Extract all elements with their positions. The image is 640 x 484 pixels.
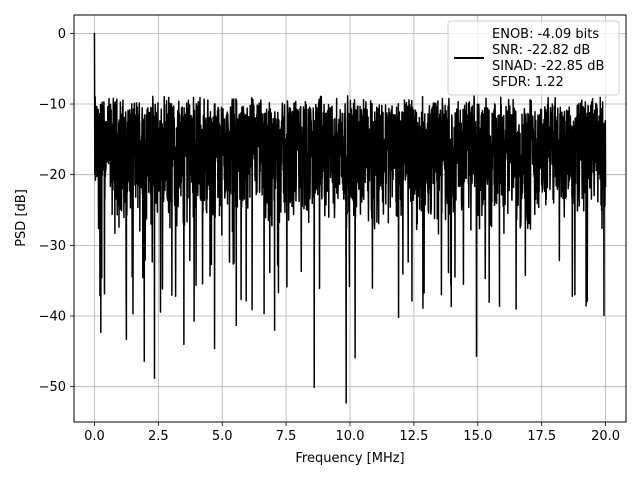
x-tick-label: 0.0: [84, 429, 105, 444]
psd-extreme-point: [100, 331, 102, 333]
psd-extreme-point: [143, 360, 145, 362]
psd-extreme-point: [498, 305, 501, 307]
psd-extreme-point: [274, 329, 276, 331]
x-tick-label: 17.5: [527, 429, 556, 444]
x-tick-label: 15.0: [463, 429, 492, 444]
y-tick-label: −20: [39, 168, 66, 183]
x-tick-label: 7.5: [276, 429, 297, 444]
legend-line-snr: SNR: -22.82 dB: [492, 43, 590, 58]
psd-extreme-point: [183, 343, 185, 345]
y-axis-ticks: 0 −10 −20 −30 −40 −50: [39, 27, 74, 395]
legend-line-sinad: SINAD: -22.85 dB: [492, 59, 604, 74]
psd-extreme-point: [235, 324, 237, 326]
psd-extreme-point: [345, 402, 347, 404]
x-axis-label: Frequency [MHz]: [295, 451, 404, 466]
x-tick-label: 5.0: [212, 429, 233, 444]
y-axis-label: PSD [dB]: [14, 189, 29, 247]
legend-line-sfdr: SFDR: 1.22: [492, 75, 564, 90]
psd-extreme-point: [313, 386, 315, 388]
psd-extreme-point: [397, 316, 400, 319]
legend: ENOB: -4.09 bits SNR: -22.82 dB SINAD: -…: [447, 20, 620, 96]
y-tick-label: −50: [39, 380, 66, 395]
psd-extreme-point: [515, 308, 517, 310]
legend-box: [447, 20, 620, 96]
psd-extreme-point: [153, 377, 156, 379]
x-tick-label: 20.0: [591, 429, 620, 444]
y-tick-label: −30: [39, 239, 66, 254]
psd-extreme-point: [354, 357, 356, 359]
y-tick-label: −40: [39, 310, 66, 325]
psd-extreme-point: [475, 355, 478, 357]
psd-extreme-point: [213, 347, 216, 350]
psd-extreme-point: [93, 32, 96, 34]
psd-extreme-point: [571, 295, 573, 297]
psd-extreme-point: [193, 320, 195, 322]
psd-extreme-point: [125, 338, 127, 340]
psd-extreme-point: [94, 96, 96, 98]
y-tick-label: 0: [58, 27, 66, 42]
x-tick-label: 12.5: [399, 429, 428, 444]
plot-series-group: [93, 32, 607, 404]
psd-series-line: [93, 33, 607, 404]
y-tick-label: −10: [39, 98, 66, 113]
x-tick-label: 10.0: [336, 429, 365, 444]
legend-line-enob: ENOB: -4.09 bits: [492, 27, 599, 42]
x-tick-label: 2.5: [148, 429, 169, 444]
x-axis-ticks: 0.0 2.5 5.0 7.5 10.0 12.5 15.0 17.5 20.0: [84, 422, 620, 444]
